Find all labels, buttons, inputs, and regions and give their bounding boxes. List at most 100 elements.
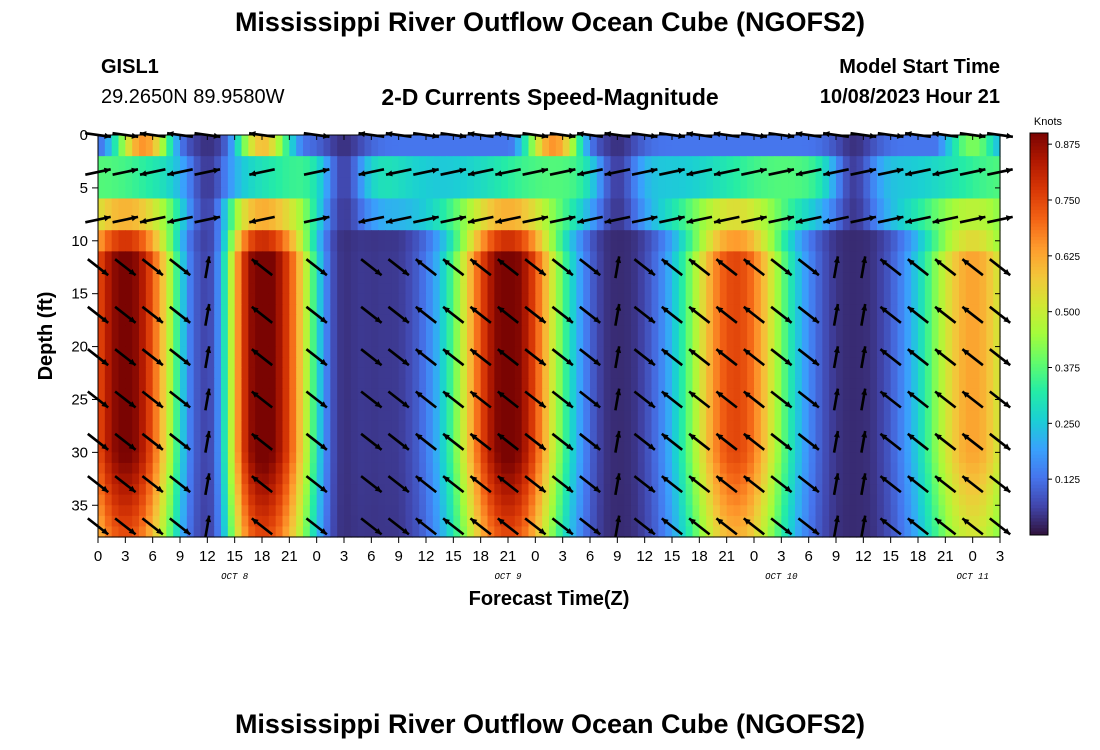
- heatmap-cell: [494, 293, 502, 305]
- heatmap-cell: [829, 283, 837, 295]
- heatmap-cell: [897, 209, 905, 221]
- heatmap-cell: [180, 346, 188, 358]
- heatmap-cell: [897, 431, 905, 443]
- heatmap-cell: [610, 357, 618, 369]
- heatmap-cell: [125, 441, 133, 453]
- heatmap-cell: [952, 251, 960, 263]
- heatmap-cell: [624, 230, 632, 242]
- heatmap-cell: [863, 209, 871, 221]
- heatmap-cell: [938, 261, 946, 274]
- heatmap-cell: [494, 336, 502, 348]
- heatmap-cell: [145, 283, 154, 295]
- heatmap-cell: [822, 336, 830, 348]
- heatmap-cell: [248, 283, 256, 295]
- heatmap-cell: [788, 314, 796, 327]
- heatmap-cell: [877, 177, 885, 189]
- heatmap-cell: [569, 283, 577, 295]
- heatmap-cell: [596, 473, 605, 485]
- heatmap-cell: [781, 420, 789, 432]
- heatmap-cell: [494, 156, 502, 168]
- heatmap-cell: [576, 388, 584, 401]
- heatmap-cell: [576, 462, 584, 475]
- heatmap-cell: [617, 145, 625, 157]
- heatmap-cell: [214, 431, 222, 443]
- heatmap-cell: [241, 230, 249, 242]
- heatmap-cell: [863, 314, 871, 327]
- heatmap-cell: [713, 198, 721, 210]
- heatmap-cell: [111, 399, 120, 411]
- heatmap-cell: [316, 177, 325, 189]
- heatmap-cell: [193, 462, 202, 475]
- heatmap-cell: [514, 187, 523, 200]
- heatmap-cell: [624, 367, 632, 379]
- heatmap-cell: [596, 367, 605, 379]
- heatmap-cell: [658, 494, 666, 506]
- heatmap-cell: [391, 410, 400, 422]
- heatmap-cell: [719, 515, 728, 528]
- heatmap-cell: [637, 187, 646, 200]
- heatmap-cell: [371, 441, 379, 453]
- heatmap-cell: [391, 156, 400, 168]
- heatmap-cell: [337, 177, 345, 189]
- heatmap-cell: [200, 283, 208, 295]
- heatmap-cell: [754, 187, 762, 200]
- heatmap-cell: [282, 388, 290, 401]
- heatmap-cell: [186, 441, 195, 453]
- heatmap-cell: [726, 272, 735, 284]
- heatmap-cell: [501, 145, 509, 157]
- heatmap-cell: [480, 357, 489, 369]
- heatmap-cell: [180, 515, 188, 528]
- heatmap-cell: [118, 505, 126, 517]
- heatmap-cell: [590, 261, 598, 274]
- heatmap-cell: [637, 452, 646, 464]
- heatmap-cell: [897, 515, 905, 528]
- heatmap-cell: [248, 441, 256, 453]
- heatmap-cell: [344, 325, 352, 337]
- heatmap-cell: [207, 526, 215, 538]
- heatmap-cell: [849, 166, 858, 178]
- heatmap-cell: [672, 209, 680, 221]
- heatmap-cell: [248, 198, 256, 210]
- heatmap-cell: [706, 399, 714, 411]
- heatmap-cell: [521, 304, 530, 316]
- heatmap-cell: [426, 526, 434, 538]
- heatmap-cell: [227, 378, 236, 390]
- heatmap-cell: [268, 410, 277, 422]
- heatmap-cell: [658, 219, 666, 231]
- heatmap-cell: [214, 325, 222, 337]
- heatmap-cell: [152, 494, 161, 506]
- heatmap-cell: [104, 378, 113, 390]
- heatmap-cell: [904, 198, 912, 210]
- heatmap-cell: [521, 198, 530, 210]
- heatmap-cell: [801, 135, 810, 147]
- heatmap-cell: [842, 230, 851, 242]
- heatmap-cell: [528, 198, 536, 210]
- heatmap-cell: [200, 145, 208, 157]
- heatmap-cell: [480, 209, 489, 221]
- heatmap-cell: [371, 230, 379, 242]
- heatmap-cell: [426, 156, 434, 168]
- heatmap-cell: [685, 283, 694, 295]
- heatmap-cell: [569, 367, 577, 379]
- heatmap-cell: [296, 357, 304, 369]
- heatmap-cell: [590, 304, 598, 316]
- heatmap-cell: [918, 187, 926, 200]
- heatmap-cell: [357, 325, 366, 337]
- heatmap-cell: [453, 388, 461, 401]
- heatmap-cell: [672, 261, 680, 274]
- heatmap-cell: [883, 240, 892, 252]
- heatmap-cell: [200, 314, 208, 327]
- heatmap-cell: [391, 494, 400, 506]
- heatmap-cell: [180, 261, 188, 274]
- heatmap-cell: [371, 431, 379, 443]
- heatmap-cell: [289, 526, 297, 538]
- heatmap-cell: [583, 367, 591, 379]
- heatmap-cell: [152, 378, 161, 390]
- heatmap-cell: [432, 209, 441, 221]
- heatmap-cell: [453, 441, 461, 453]
- heatmap-cell: [740, 431, 748, 443]
- heatmap-cell: [344, 462, 352, 475]
- heatmap-cell: [685, 494, 694, 506]
- heatmap-cell: [439, 166, 448, 178]
- heatmap-cell: [330, 230, 338, 242]
